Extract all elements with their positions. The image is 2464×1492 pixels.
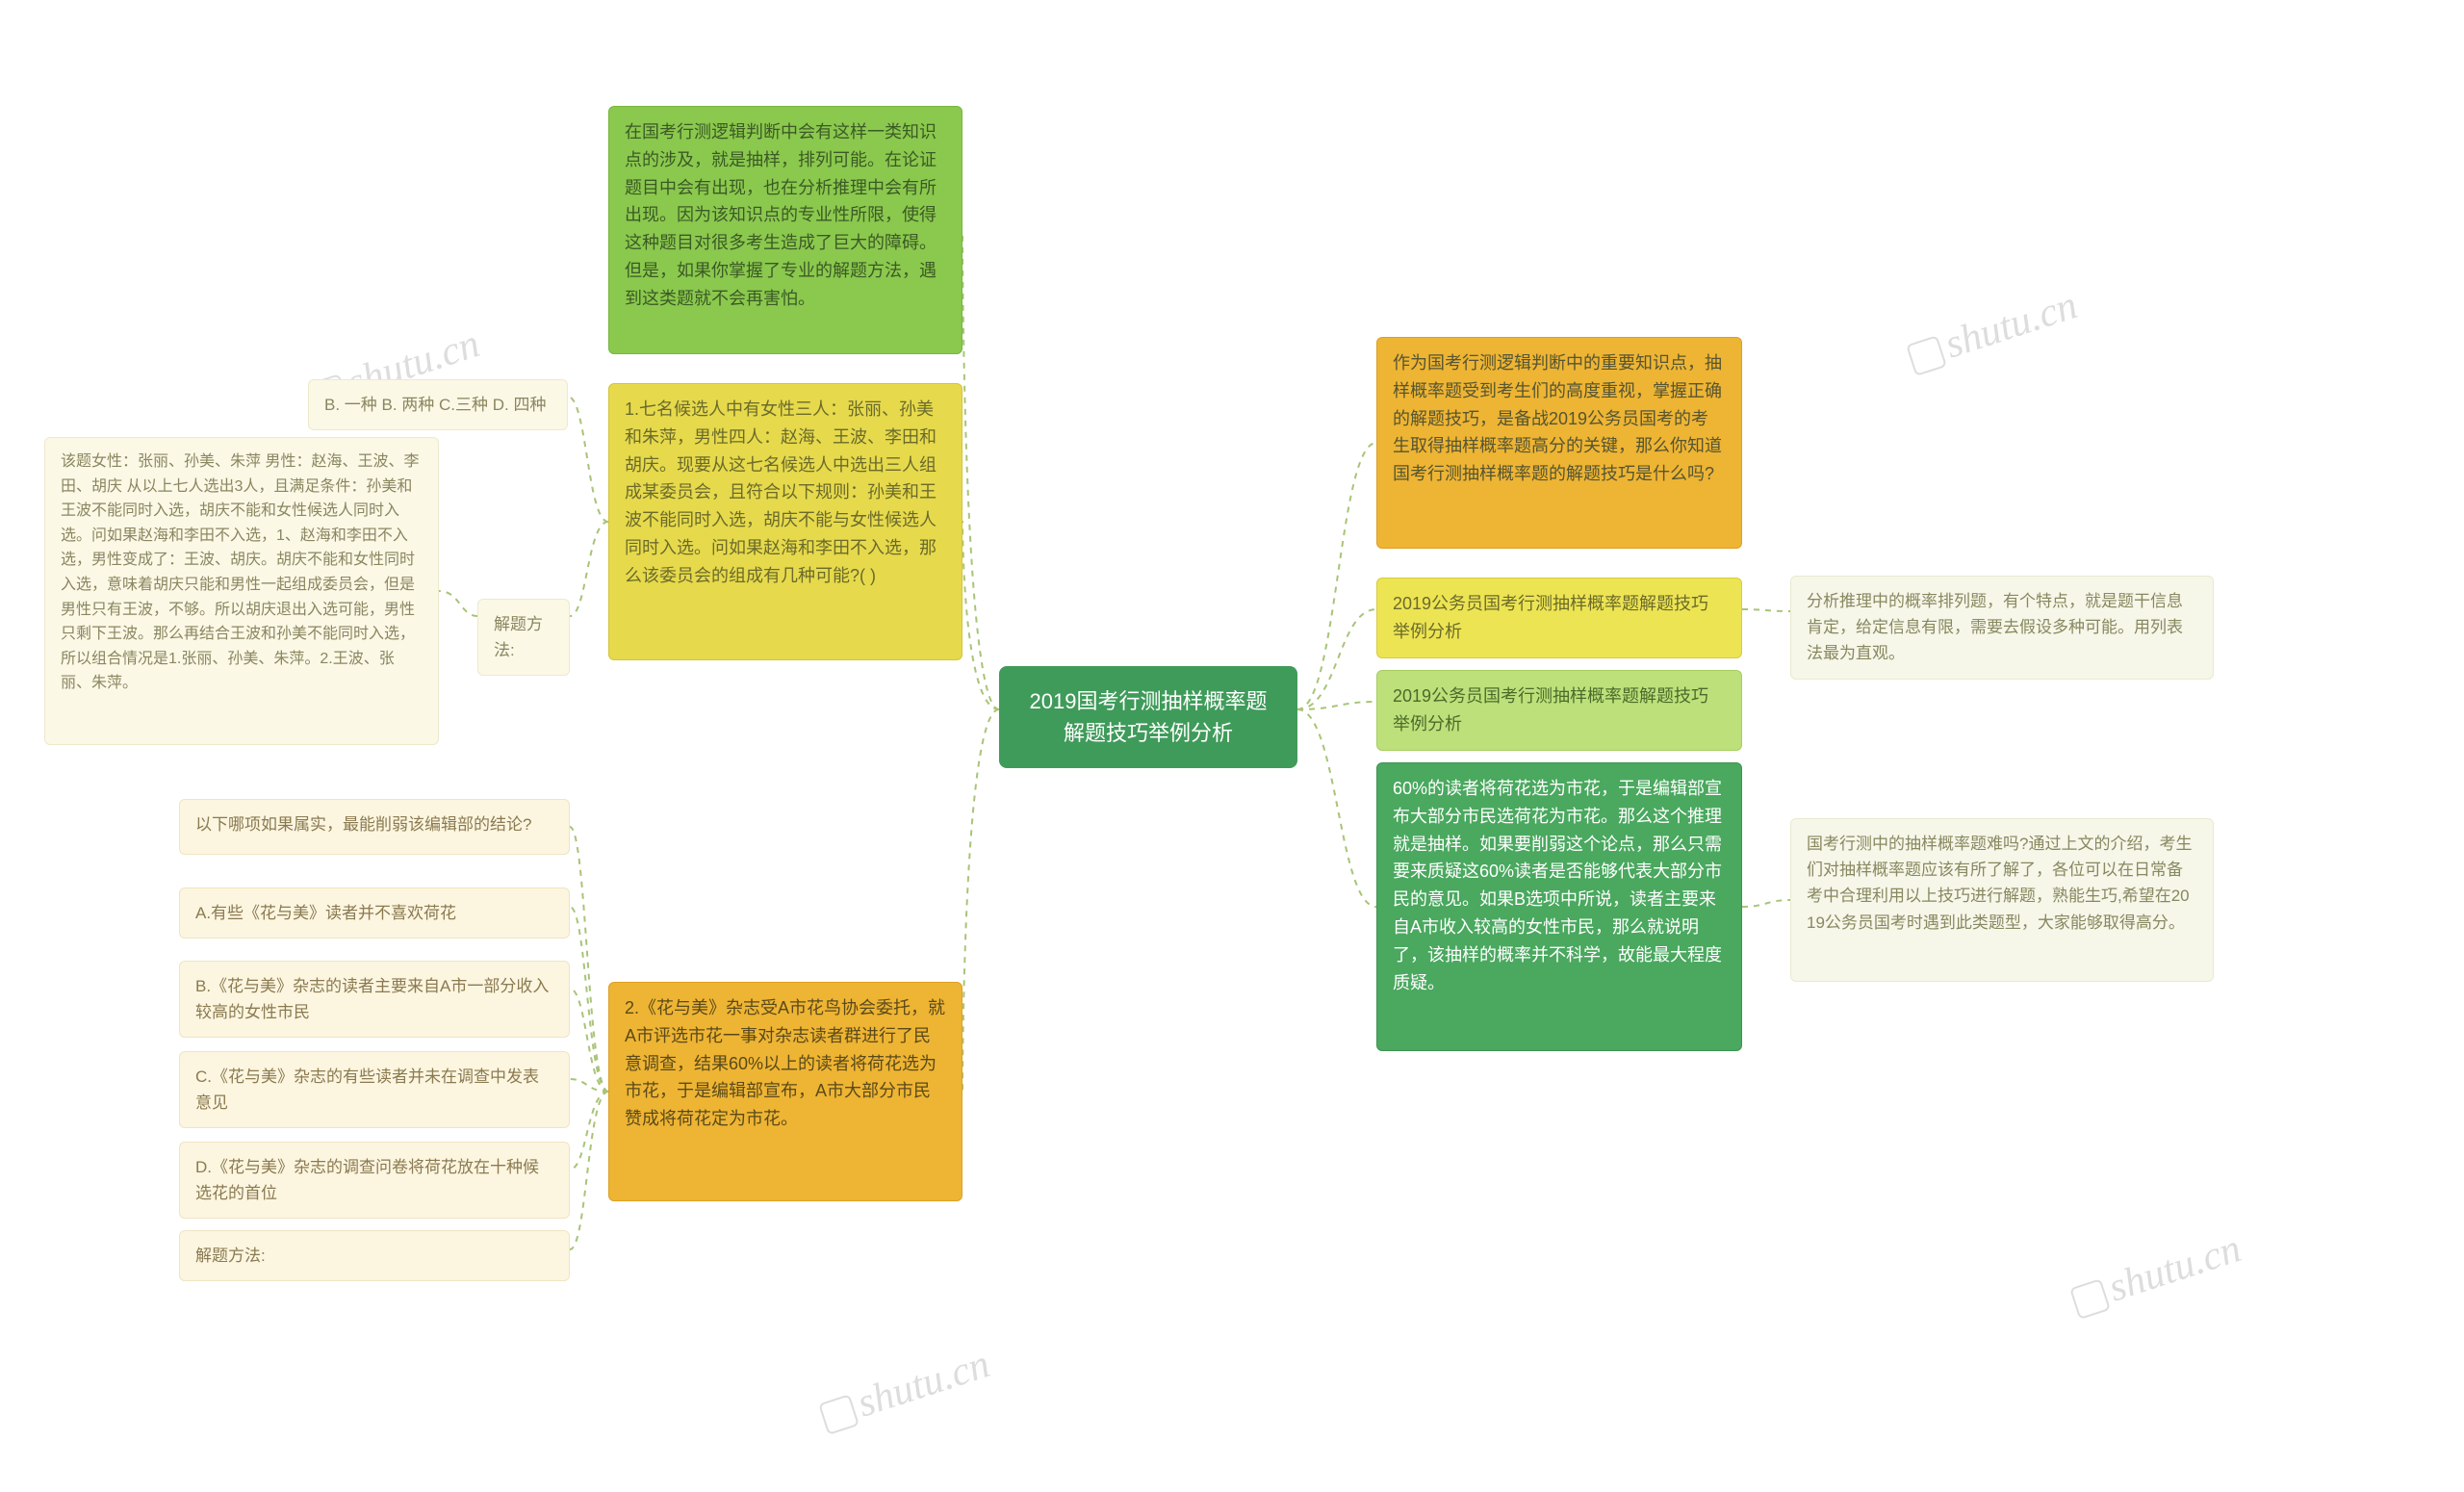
watermark-icon [1906, 336, 1947, 377]
node-right-1: 2019公务员国考行测抽样概率题解题技巧举例分析 [1376, 578, 1742, 658]
mindmap-canvas: 2019国考行测抽样概率题解题技巧举例分析 shutu.cn shutu.cn sh… [0, 0, 2464, 1492]
node-text: 解题方法: [494, 615, 543, 659]
node-right-3: 60%的读者将荷花选为市花，于是编辑部宣布大部分市民选荷花为市花。那么这个推理就… [1376, 762, 1742, 1051]
node-left-2-child-4: D.《花与美》杂志的调查问卷将荷花放在十种候选花的首位 [179, 1142, 570, 1219]
watermark-text: shutu.cn [1939, 283, 2082, 367]
watermark-icon [2069, 1279, 2111, 1321]
watermark-icon [818, 1395, 860, 1436]
node-left-1: 1.七名候选人中有女性三人：张丽、孙美和朱萍，男性四人：赵海、王波、李田和胡庆。… [608, 383, 962, 660]
node-text: A.有些《花与美》读者并不喜欢荷花 [195, 904, 456, 922]
node-text: C.《花与美》杂志的有些读者并未在调查中发表意见 [195, 1068, 539, 1112]
node-left-2: 2.《花与美》杂志受A市花鸟协会委托，就A市评选市花一事对杂志读者群进行了民意调… [608, 982, 962, 1201]
watermark-3: shutu.cn [2066, 1225, 2246, 1324]
node-left-2-child-1: A.有些《花与美》读者并不喜欢荷花 [179, 887, 570, 939]
node-right-2: 2019公务员国考行测抽样概率题解题技巧举例分析 [1376, 670, 1742, 751]
node-right-1-child: 分析推理中的概率排列题，有个特点，就是题干信息肯定，给定信息有限，需要去假设多种… [1790, 576, 2214, 680]
node-text: 2.《花与美》杂志受A市花鸟协会委托，就A市评选市花一事对杂志读者群进行了民意调… [625, 998, 945, 1128]
node-left-2-child-0: 以下哪项如果属实，最能削弱该编辑部的结论? [179, 799, 570, 855]
node-left-2-child-5: 解题方法: [179, 1230, 570, 1281]
node-text: 2019公务员国考行测抽样概率题解题技巧举例分析 [1393, 686, 1708, 733]
node-text: 1.七名候选人中有女性三人：张丽、孙美和朱萍，男性四人：赵海、王波、李田和胡庆。… [625, 399, 937, 585]
node-left-2-child-3: C.《花与美》杂志的有些读者并未在调查中发表意见 [179, 1051, 570, 1128]
watermark-1: shutu.cn [815, 1341, 995, 1439]
node-text: 国考行测中的抽样概率题难吗?通过上文的介绍，考生们对抽样概率题应该有所了解了，各… [1807, 835, 2192, 932]
center-node-text: 2019国考行测抽样概率题解题技巧举例分析 [1030, 689, 1268, 745]
node-right-0: 作为国考行测逻辑判断中的重要知识点，抽样概率题受到考生们的高度重视，掌握正确的解… [1376, 337, 1742, 549]
node-text: D.《花与美》杂志的调查问卷将荷花放在十种候选花的首位 [195, 1158, 539, 1202]
node-text: 该题女性：张丽、孙美、朱萍 男性：赵海、王波、李田、胡庆 从以上七人选出3人，且… [61, 453, 419, 691]
node-left-0: 在国考行测逻辑判断中会有这样一类知识点的涉及，就是抽样，排列可能。在论证题目中会… [608, 106, 962, 354]
node-left-1-child-1: 解题方法: [477, 599, 570, 676]
node-text: 作为国考行测逻辑判断中的重要知识点，抽样概率题受到考生们的高度重视，掌握正确的解… [1393, 353, 1722, 483]
watermark-2: shutu.cn [1903, 282, 2083, 380]
center-node: 2019国考行测抽样概率题解题技巧举例分析 [999, 666, 1297, 768]
node-text: B.《花与美》杂志的读者主要来自A市一部分收入较高的女性市民 [195, 977, 549, 1021]
node-text: 以下哪项如果属实，最能削弱该编辑部的结论? [195, 815, 531, 834]
node-text: 分析推理中的概率排列题，有个特点，就是题干信息肯定，给定信息有限，需要去假设多种… [1807, 592, 2183, 662]
node-text: B. 一种 B. 两种 C.三种 D. 四种 [324, 396, 546, 414]
node-left-2-child-2: B.《花与美》杂志的读者主要来自A市一部分收入较高的女性市民 [179, 961, 570, 1038]
node-text: 在国考行测逻辑判断中会有这样一类知识点的涉及，就是抽样，排列可能。在论证题目中会… [625, 122, 937, 308]
watermark-text: shutu.cn [2103, 1226, 2246, 1310]
node-left-1-child-1-g: 该题女性：张丽、孙美、朱萍 男性：赵海、王波、李田、胡庆 从以上七人选出3人，且… [44, 437, 439, 745]
node-right-3-child: 国考行测中的抽样概率题难吗?通过上文的介绍，考生们对抽样概率题应该有所了解了，各… [1790, 818, 2214, 982]
node-text: 60%的读者将荷花选为市花，于是编辑部宣布大部分市民选荷花为市花。那么这个推理就… [1393, 779, 1722, 992]
node-left-1-child-0: B. 一种 B. 两种 C.三种 D. 四种 [308, 379, 568, 430]
watermark-text: shutu.cn [852, 1342, 994, 1426]
node-text: 2019公务员国考行测抽样概率题解题技巧举例分析 [1393, 594, 1708, 641]
node-text: 解题方法: [195, 1247, 266, 1265]
